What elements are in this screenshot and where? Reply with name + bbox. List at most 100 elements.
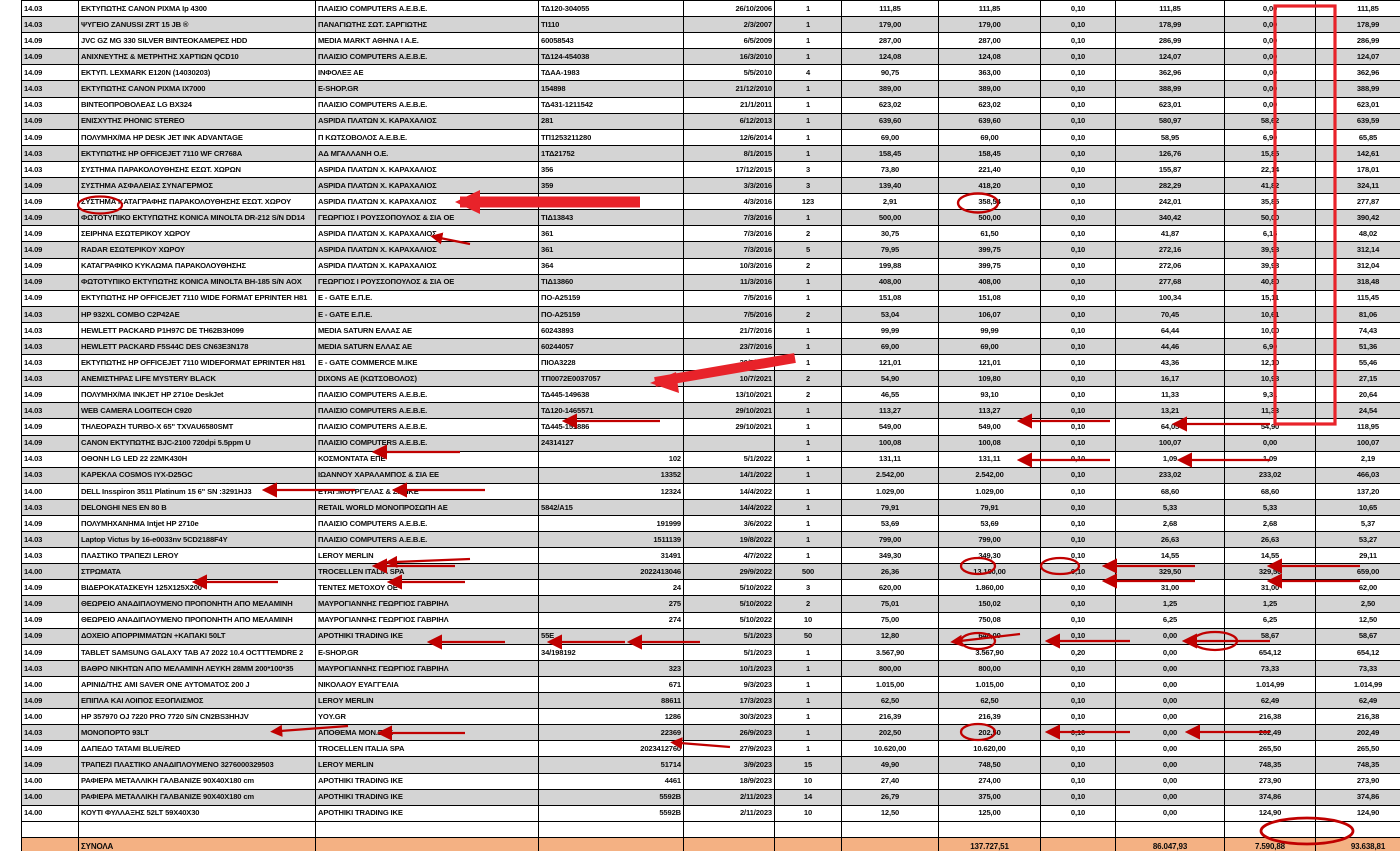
- cell-unit[interactable]: 54,90: [841, 370, 939, 388]
- cell-desc[interactable]: ΣΕΙΡΗΝΑ ΕΣΩΤΕΡΙΚΟΥ ΧΩΡΟΥ: [78, 225, 316, 243]
- table-row[interactable]: 14.00 ΡΑΦΙΕΡΑ ΜΕΤΑΛΛΙΚΗ ΓΑΛΒΑΝΙΖΕ 90Χ40Χ1…: [21, 772, 1400, 790]
- cell-rate[interactable]: 0,10: [1040, 708, 1116, 726]
- cell-sup[interactable]: ΠΛΑΙΣΙΟ COMPUTERS Α.Ε.Β.Ε.: [315, 386, 539, 404]
- cell-year[interactable]: 54,90: [1224, 418, 1316, 436]
- cell-unit[interactable]: 202,50: [841, 724, 939, 742]
- cell-date[interactable]: 2/11/2023: [683, 788, 775, 806]
- cell-sup[interactable]: ΠΛΑΙΣΙΟ COMPUTERS Α.Ε.Β.Ε.: [315, 402, 539, 420]
- cell-doc[interactable]: 1511139: [538, 531, 684, 549]
- cell-date[interactable]: 21/7/2016: [683, 321, 775, 339]
- cell-date[interactable]: 5/1/2022: [683, 450, 775, 468]
- cell-sup[interactable]: ASPIDA ΠΛΑΤΩΝ Χ. ΚΑΡΑΧΑΛΙΟΣ: [315, 112, 539, 130]
- cell-prev[interactable]: 233,02: [1115, 466, 1225, 484]
- cell-val[interactable]: 221,40: [938, 160, 1041, 179]
- cell-sup[interactable]: ΠΑΝΑΓΙΩΤΗΣ ΣΩΤ. ΣΑΡΓΙΩΤΗΣ: [315, 16, 539, 34]
- cell-unit[interactable]: 2.542,00: [841, 466, 939, 484]
- table-row[interactable]: 14.03 ΑΝΕΜΙΣΤΗΡΑΣ LIFE MYSTERY BLACK DIXON…: [21, 370, 1400, 388]
- cell-date[interactable]: 30/5/2019: [683, 354, 775, 372]
- cell-date[interactable]: 5/1/2023: [683, 627, 775, 645]
- cell-date[interactable]: 6/5/2009: [683, 32, 775, 50]
- cell-unit[interactable]: 131,11: [841, 450, 939, 468]
- cell-year[interactable]: 0,00: [1224, 16, 1316, 34]
- cell-desc[interactable]: ΚΑΡΕΚΛΑ COSMOS IYX-D25GC: [78, 466, 316, 484]
- cell-code[interactable]: 14.03: [21, 450, 79, 468]
- cell-desc[interactable]: ΡΑΦΙΕΡΑ ΜΕΤΑΛΛΙΚΗ ΓΑΛΒΑΝΙΖΕ 90Χ40Χ180 cm: [78, 788, 316, 806]
- cell-desc[interactable]: ΕΚΤΥΠΩΤΗΣ HP OFFICEJET 7110 WIDEFORMAT E…: [78, 354, 316, 372]
- cell-code[interactable]: 14.00: [21, 708, 79, 726]
- cell-desc[interactable]: ΣΥΣΤΗΜΑ ΚΑΤΑΓΡΑΦΗΣ ΠΑΡΑΚΟΛΟΥΘΗΣΗΣ ΕΣΩΤ. …: [78, 193, 316, 211]
- cell-year[interactable]: 10,00: [1224, 321, 1316, 339]
- table-row[interactable]: 14.09 ΠΟΛΥΜΗΧ/ΜΑ HP DESK JET INK ADVANTAG…: [21, 128, 1400, 146]
- cell-val[interactable]: 158,45: [938, 144, 1041, 162]
- cell-qty[interactable]: 4: [774, 64, 842, 82]
- cell-rate[interactable]: 0,10: [1040, 96, 1116, 114]
- cell-tot[interactable]: 53,27: [1315, 531, 1400, 549]
- cell-prev[interactable]: 64,44: [1115, 321, 1225, 339]
- cell-val[interactable]: 358,54: [938, 193, 1041, 211]
- cell-unit[interactable]: 12,80: [841, 627, 939, 645]
- cell-val[interactable]: 202,50: [938, 724, 1041, 742]
- cell-val[interactable]: 549,00: [938, 418, 1041, 436]
- cell-sup[interactable]: ASPIDA ΠΛΑΤΩΝ Χ. ΚΑΡΑΧΑΛΙΟΣ: [315, 257, 539, 275]
- cell-qty[interactable]: 1: [774, 354, 842, 372]
- cell-val[interactable]: 109,80: [938, 370, 1041, 388]
- cell-desc[interactable]: ΚΑΤΑΓΡΑΦΙΚΟ ΚΥΚΛΩΜΑ ΠΑΡΑΚΟΛΟΥΘΗΣΗΣ: [78, 257, 316, 275]
- cell-val[interactable]: 151,08: [938, 289, 1041, 307]
- cell-val[interactable]: 62,50: [938, 692, 1041, 710]
- cell-tot[interactable]: 324,11: [1315, 177, 1400, 195]
- cell-tot[interactable]: 124,90: [1315, 804, 1400, 822]
- cell-code[interactable]: 14.03: [21, 0, 79, 18]
- cell-prev[interactable]: 362,96: [1115, 64, 1225, 82]
- cell-sup[interactable]: TROCELLEN ITALIA SPA: [315, 563, 539, 581]
- cell-tot[interactable]: 29,11: [1315, 547, 1400, 565]
- cell-desc[interactable]: ΣΥΣΤΗΜΑ ΑΣΦΑΛΕΙΑΣ ΣΥΝΑΓΕΡΜΟΣ: [78, 177, 316, 195]
- cell-unit[interactable]: 121,01: [841, 354, 939, 372]
- cell-sup[interactable]: ΝΙΚΟΛΑΟΥ ΕΥΑΓΓΕΛΙΑ: [315, 675, 539, 694]
- cell-sup[interactable]: LEROY MERLIN: [315, 547, 539, 565]
- cell-rate[interactable]: 0,10: [1040, 611, 1116, 629]
- cell-date[interactable]: 10/7/2021: [683, 370, 775, 388]
- cell-year[interactable]: 12,10: [1224, 354, 1316, 372]
- cell-code[interactable]: 14.03: [21, 96, 79, 114]
- cell-qty[interactable]: 1: [774, 144, 842, 162]
- cell-unit[interactable]: 179,00: [841, 16, 939, 34]
- cell-qty[interactable]: 10: [774, 611, 842, 629]
- cell-prev[interactable]: 329,50: [1115, 563, 1225, 581]
- table-row[interactable]: 14.09 ΘΕΩΡΕΙΟ ΑΝΑΔΙΠΛΟΥΜΕΝΟ ΠΡΟΠΟΝΗΤΗ ΑΠΟ…: [21, 611, 1400, 629]
- cell-doc[interactable]: 60243893: [538, 321, 684, 339]
- cell-val[interactable]: 287,00: [938, 32, 1041, 50]
- cell-tot[interactable]: 62,49: [1315, 692, 1400, 710]
- cell-unit[interactable]: 3.567,90: [841, 643, 939, 661]
- cell-tot[interactable]: 65,85: [1315, 128, 1400, 146]
- cell-qty[interactable]: 2: [774, 225, 842, 243]
- cell-code[interactable]: 14.03: [21, 498, 79, 517]
- cell-year[interactable]: 329,50: [1224, 563, 1316, 581]
- cell-code[interactable]: 14.03: [21, 337, 79, 356]
- cell-val[interactable]: 113,27: [938, 402, 1041, 420]
- cell-qty[interactable]: 3: [774, 579, 842, 597]
- cell-doc[interactable]: 102: [538, 450, 684, 468]
- cell-doc[interactable]: 274: [538, 611, 684, 629]
- cell-rate[interactable]: 0,10: [1040, 531, 1116, 549]
- cell-desc[interactable]: ΕΚΤΥΠΩΤΗΣ CANON PIXMA Ip 4300: [78, 0, 316, 18]
- cell-sup[interactable]: E - GATE COMMERCE M.IKE: [315, 354, 539, 372]
- cell-desc[interactable]: ΒΙΝΤΕΟΠΡΟΒΟΛΕΑΣ LG BX324: [78, 96, 316, 114]
- cell-year[interactable]: 35,85: [1224, 193, 1316, 211]
- cell-desc[interactable]: ΕΚΤΥΠΩΤΗΣ HP OFFICEJET 7110 WF CR768A: [78, 144, 316, 162]
- cell-prev[interactable]: 6,25: [1115, 611, 1225, 629]
- cell-code[interactable]: 14.09: [21, 289, 79, 307]
- cell-unit[interactable]: 549,00: [841, 418, 939, 436]
- cell-date[interactable]: 11/3/2016: [683, 273, 775, 291]
- cell-desc[interactable]: ΑΝΕΜΙΣΤΗΡΑΣ LIFE MYSTERY BLACK: [78, 370, 316, 388]
- cell-code[interactable]: 14.03: [21, 531, 79, 549]
- cell-code[interactable]: 14.09: [21, 386, 79, 404]
- cell-unit[interactable]: 124,08: [841, 48, 939, 66]
- cell-sup[interactable]: ΙΩΑΝΝΟΥ ΧΑΡΑΛΑΜΠΟΣ & ΣΙΑ ΕΕ: [315, 466, 539, 484]
- cell-code[interactable]: 14.09: [21, 514, 79, 533]
- cell-unit[interactable]: 26,79: [841, 788, 939, 806]
- cell-date[interactable]: 8/1/2015: [683, 144, 775, 162]
- cell-desc[interactable]: ΒΙΔΕΡΟΚΑΤΑΣΚΕΥΗ 125Χ125Χ200: [78, 579, 316, 597]
- cell-desc[interactable]: ΠΟΛΥΜΗΧΑΝΗΜΑ Intjet HP 2710e: [78, 514, 316, 533]
- cell-tot[interactable]: 81,06: [1315, 305, 1400, 323]
- cell-date[interactable]: 3/9/2023: [683, 756, 775, 774]
